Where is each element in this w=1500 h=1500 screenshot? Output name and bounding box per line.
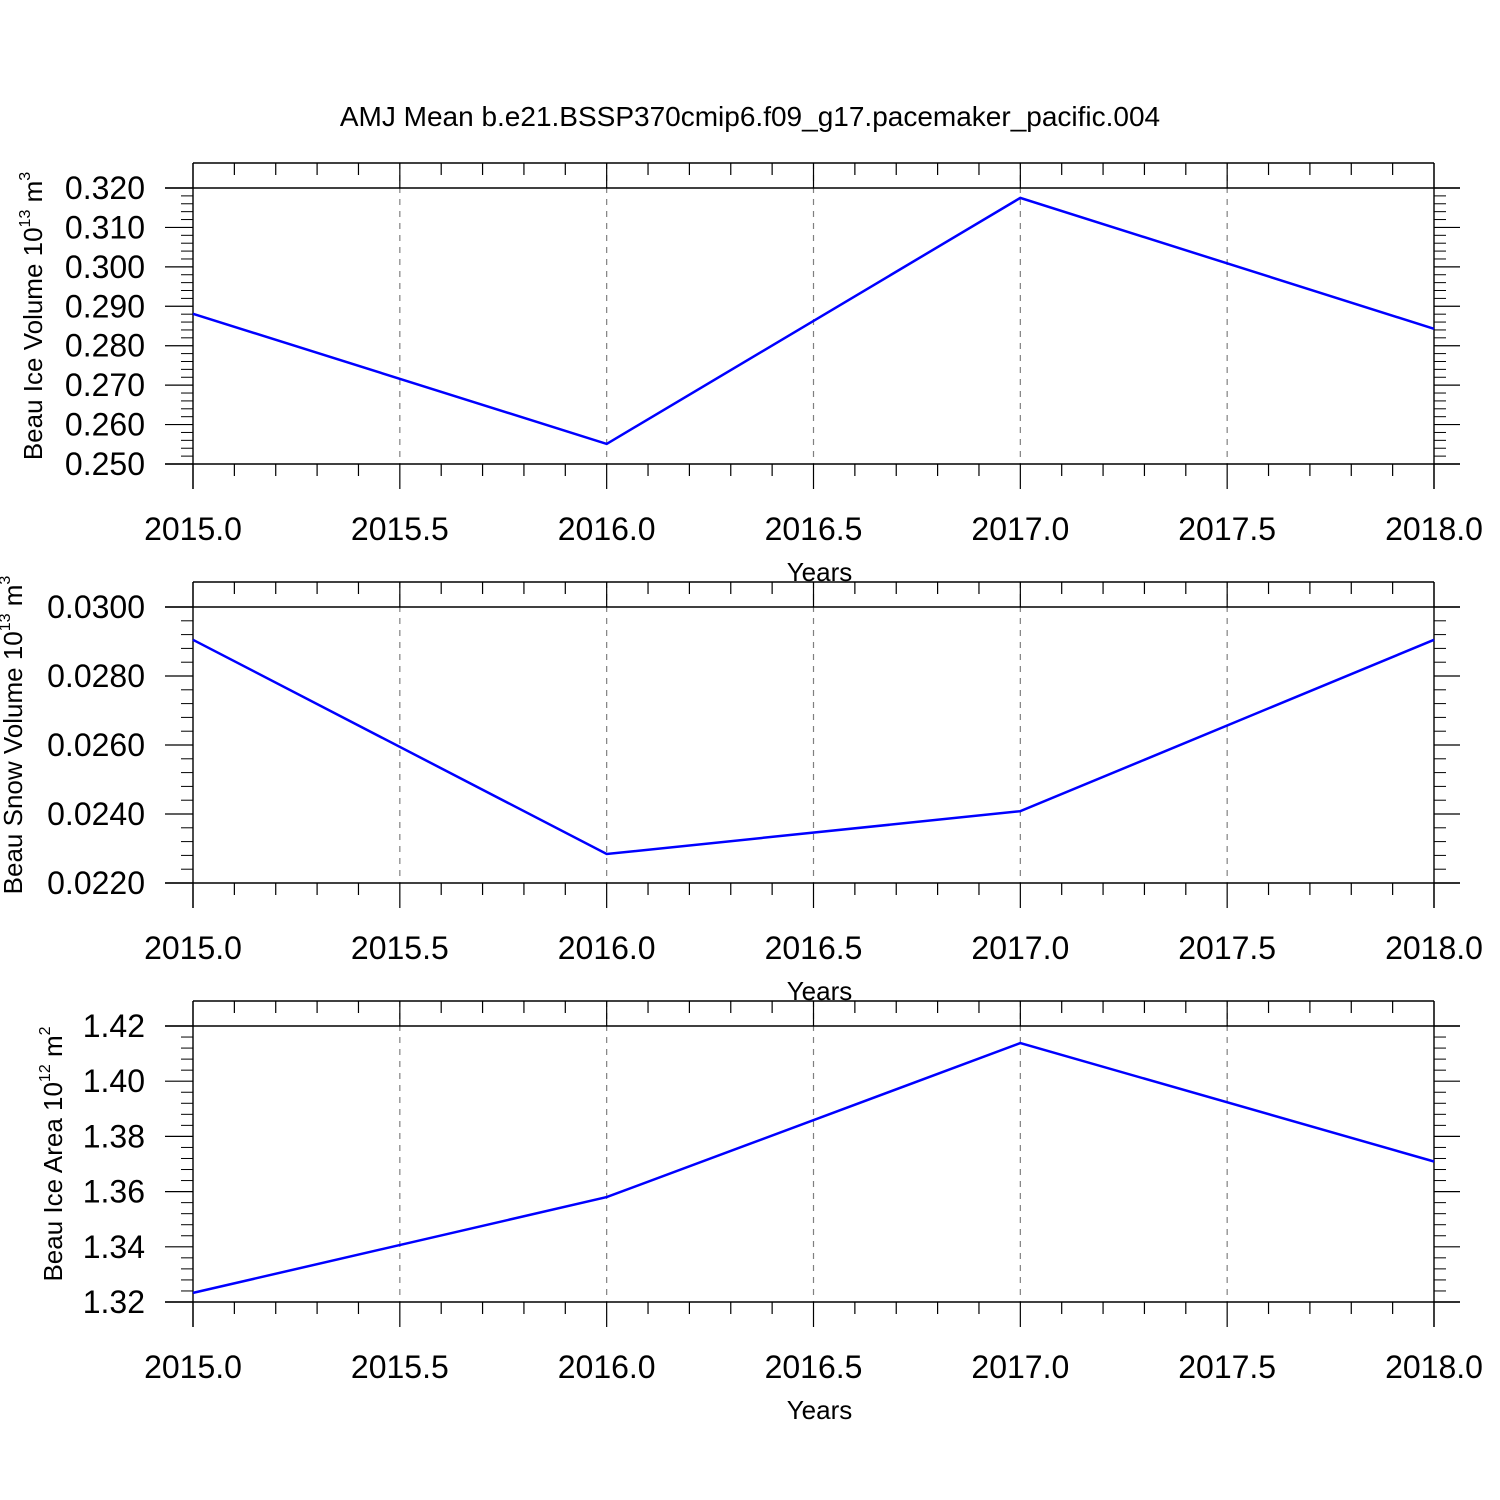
x-tick-label: 2015.0 bbox=[144, 511, 242, 547]
y-tick-label: 0.270 bbox=[65, 367, 145, 403]
x-axis-label: Years bbox=[787, 1395, 853, 1425]
y-axis-label: Beau Ice Volume 1013 m3 bbox=[17, 172, 48, 460]
x-tick-label: 2015.0 bbox=[144, 1349, 242, 1385]
chart-panel-1: 2015.0 2015.5 2016.0 2016.5 2017.0 2017.5 2018… bbox=[17, 162, 1483, 587]
x-tick-label: 2017.5 bbox=[1178, 1349, 1276, 1385]
y-tick-label: 0.0240 bbox=[47, 796, 145, 832]
x-tick-label: 2016.5 bbox=[765, 930, 863, 966]
y-tick-label: 0.290 bbox=[65, 288, 145, 324]
x-tick-label: 2018.0 bbox=[1385, 511, 1483, 547]
y-axis-label: Beau Ice Area 1012 m2 bbox=[37, 1026, 68, 1281]
y-tick-label: 0.250 bbox=[65, 446, 145, 482]
y-tick-label: 0.300 bbox=[65, 249, 145, 285]
y-tick-label: 1.32 bbox=[83, 1284, 145, 1320]
y-tick-label: 1.34 bbox=[83, 1229, 145, 1265]
series-line bbox=[192, 1041, 1435, 1295]
x-tick-label: 2015.5 bbox=[351, 930, 449, 966]
y-tick-label: 1.40 bbox=[83, 1063, 145, 1099]
x-tick-label: 2018.0 bbox=[1385, 930, 1483, 966]
series-line bbox=[192, 638, 1435, 856]
x-tick-label: 2017.5 bbox=[1178, 930, 1276, 966]
y-tick-label: 0.310 bbox=[65, 209, 145, 245]
x-tick-label: 2017.5 bbox=[1178, 511, 1276, 547]
x-tick-label: 2017.0 bbox=[971, 1349, 1069, 1385]
y-tick-label: 0.260 bbox=[65, 407, 145, 443]
x-tick-label: 2015.5 bbox=[351, 511, 449, 547]
y-tick-label: 0.280 bbox=[65, 328, 145, 364]
y-tick-label: 0.320 bbox=[65, 170, 145, 206]
y-tick-label: 0.0260 bbox=[47, 727, 145, 763]
chart-panel-3: 2015.0 2015.5 2016.0 2016.5 2017.0 2017.5 2018… bbox=[37, 1000, 1483, 1425]
chart-panel-2: 2015.0 2015.5 2016.0 2016.5 2017.0 2017.5 2018… bbox=[0, 576, 1483, 1006]
x-tick-label: 2016.0 bbox=[558, 511, 656, 547]
figure-title: AMJ Mean b.e21.BSSP370cmip6.f09_g17.pace… bbox=[340, 101, 1160, 132]
y-tick-label: 0.0300 bbox=[47, 589, 145, 625]
x-tick-label: 2016.0 bbox=[558, 930, 656, 966]
x-tick-label: 2015.5 bbox=[351, 1349, 449, 1385]
y-tick-label: 1.36 bbox=[83, 1174, 145, 1210]
series-line bbox=[192, 196, 1435, 446]
y-axis-label: Beau Snow Volume 1013 m3 bbox=[0, 576, 28, 895]
x-tick-label: 2016.0 bbox=[558, 1349, 656, 1385]
x-tick-label: 2017.0 bbox=[971, 511, 1069, 547]
x-tick-label: 2015.0 bbox=[144, 930, 242, 966]
x-tick-label: 2018.0 bbox=[1385, 1349, 1483, 1385]
y-tick-label: 0.0280 bbox=[47, 658, 145, 694]
x-tick-label: 2016.5 bbox=[765, 511, 863, 547]
y-tick-label: 0.0220 bbox=[47, 865, 145, 901]
y-tick-label: 1.42 bbox=[83, 1008, 145, 1044]
y-tick-label: 1.38 bbox=[83, 1118, 145, 1154]
x-tick-label: 2016.5 bbox=[765, 1349, 863, 1385]
x-tick-label: 2017.0 bbox=[971, 930, 1069, 966]
